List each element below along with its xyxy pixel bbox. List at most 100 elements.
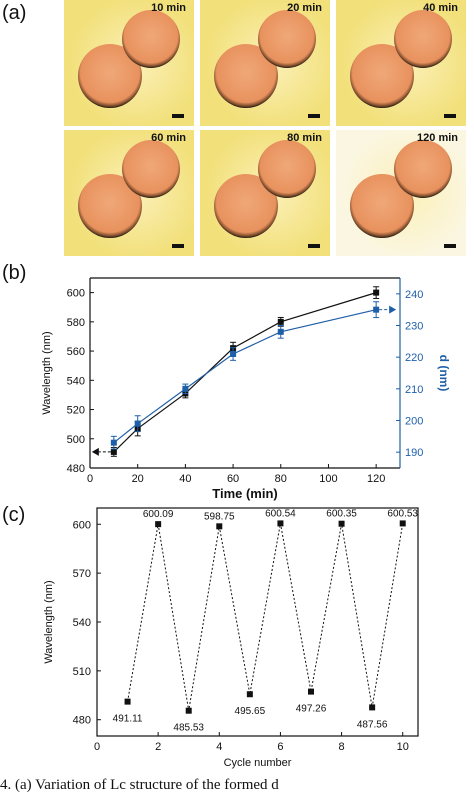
scale-bar [308,244,320,248]
data-point [399,520,406,527]
x-axis-title: Time (min) [212,486,278,501]
data-point [110,448,117,455]
micrograph-tile: 120 min [336,130,466,256]
y-tick-label: 600 [73,519,91,531]
y2-tick-label: 220 [405,352,423,364]
y2-tick-label: 190 [405,447,423,459]
panel-label-a: (a) [2,2,27,24]
plot-frame [96,507,419,737]
x-tick-label: 80 [275,473,287,485]
y-tick-label: 480 [67,463,85,475]
x-tick-label: 40 [179,473,191,485]
right-axis-arrow-head [389,305,397,314]
data-point [155,521,162,528]
y2-tick-label: 240 [405,289,423,301]
scale-bar [444,244,456,248]
y-tick-label: 540 [67,375,85,387]
x-axis-title: Cycle number [224,757,292,769]
data-label: 487.56 [357,719,388,730]
droplet [394,10,452,68]
y-tick-label: 560 [67,346,85,358]
x-tick-label: 8 [339,741,345,753]
wavelength-diameter-chart: 0 20 40 60 80 100 120 480 500 520 540 560 580 600 190 2… [41,277,451,501]
droplet [122,10,180,68]
data-point [373,289,380,296]
micrograph-tile: 20 min [200,0,330,126]
y2-tick-label: 210 [405,384,423,396]
x-tick-label: 100 [319,473,337,485]
x-tick-label: 6 [277,741,283,753]
data-point [182,385,189,392]
data-label: 491.11 [113,714,143,725]
time-label: 60 min [151,132,186,144]
data-label: 600.53 [387,508,418,519]
panel-label-b: (b) [2,262,27,284]
y2-tick-label: 200 [405,416,423,428]
data-point [110,439,117,446]
x-tick-label: 120 [367,473,385,485]
data-point [124,698,131,705]
data-label: 600.35 [326,509,357,520]
droplet [394,140,452,198]
time-label: 20 min [287,2,322,14]
data-point [277,318,284,325]
left-axis-arrow-head [91,447,99,456]
time-label: 80 min [287,132,322,144]
data-point [134,420,141,427]
panel-label-c: (c) [2,504,26,526]
data-label: 485.53 [173,723,204,734]
y-tick-label: 570 [73,568,91,580]
time-label: 10 min [151,2,186,14]
data-label: 497.26 [296,704,327,715]
data-point [277,520,284,527]
time-label: 120 min [417,132,458,144]
y-tick-label: 580 [67,317,85,329]
y-axis-title: Wavelength (nm) [43,580,55,663]
data-point [369,704,376,711]
y-tick-label: 500 [67,434,85,446]
scale-bar [172,244,184,248]
data-point [216,523,223,530]
droplet [122,140,180,198]
data-point [338,520,345,527]
series-line [113,292,377,453]
data-label: 600.09 [143,509,174,520]
micrograph-tile: 80 min [200,130,330,256]
x-tick-label: 0 [94,741,100,753]
scale-bar [444,114,456,118]
y-tick-label: 480 [73,715,91,727]
y-tick-label: 600 [67,288,85,300]
droplet [258,10,316,68]
data-point [277,328,284,335]
data-label: 495.65 [235,706,266,717]
series-line [127,523,404,711]
y-tick-label: 540 [73,617,91,629]
y-tick-label: 520 [67,405,85,417]
x-tick-label: 20 [132,473,144,485]
x-tick-label: 4 [216,741,222,753]
data-point [308,688,314,695]
cycle-wavelength-chart: 0 2 4 6 8 10 480 510 540 570 600 Cycle number Wavele… [43,507,419,769]
scale-bar [172,114,184,118]
y2-axis-title: d (nm) [437,355,451,392]
micrograph-tile: 60 min [64,130,194,256]
y-axis-title: Wavelength (nm) [41,331,53,414]
data-label: 600.54 [265,508,296,519]
x-tick-label: 60 [227,473,239,485]
data-point [185,707,192,714]
droplet [258,140,316,198]
x-tick-label: 10 [397,741,409,753]
y-tick-label: 510 [73,666,91,678]
y2-tick-label: 230 [405,321,423,333]
time-label: 40 min [423,2,458,14]
x-tick-label: 0 [87,473,93,485]
micrograph-grid: 10 min 20 min 40 min 60 min 80 min 120 min [64,0,472,258]
series-line [113,309,377,444]
data-label: 598.75 [204,511,235,522]
caption-fragment: 4. (a) Variation of Lc structure of the … [0,777,279,793]
data-point [230,351,237,357]
x-tick-label: 2 [155,741,161,753]
scale-bar [308,114,320,118]
data-point [373,306,380,313]
data-point [246,691,253,698]
